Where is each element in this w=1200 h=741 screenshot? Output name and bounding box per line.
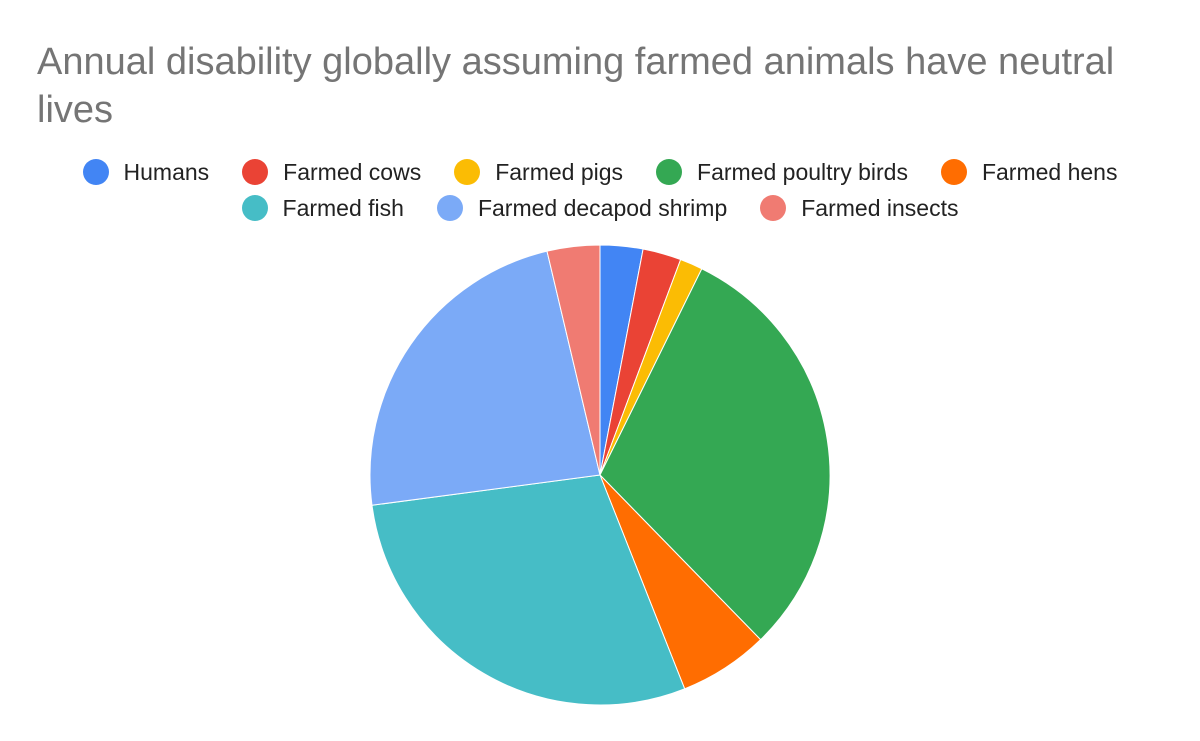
legend-swatch-farmed-cows [242, 159, 269, 185]
chart-title: Annual disability globally assuming farm… [37, 41, 1115, 131]
legend-swatch-farmed-poultry-birds [656, 159, 683, 185]
pie-slice-farmed-decapod-shrimp[interactable] [369, 250, 601, 506]
legend-swatch-farmed-pigs [454, 159, 481, 185]
legend-item-farmed-fish[interactable]: Farmed fish [241, 193, 404, 223]
legend-swatch-farmed-fish [241, 195, 268, 221]
legend-label-farmed-poultry-birds: Farmed poultry birds [697, 158, 908, 185]
legend-swatch-farmed-decapod-shrimp [436, 195, 463, 221]
legend-label-farmed-cows: Farmed cows [283, 158, 422, 185]
legend-item-farmed-insects[interactable]: Farmed insects [760, 193, 958, 223]
legend-item-farmed-decapod-shrimp[interactable]: Farmed decapod shrimp [436, 193, 728, 223]
legend-label-farmed-insects: Farmed insects [801, 194, 959, 221]
chart-legend-row-1: Humans Farmed cows Farmed pigs Farmed po… [0, 157, 1200, 187]
legend-item-farmed-cows[interactable]: Farmed cows [242, 157, 421, 187]
pie-slice-farmed-poultry-birds[interactable] [599, 268, 831, 641]
legend-item-farmed-hens[interactable]: Farmed hens [940, 157, 1118, 187]
pie-slice-farmed-insects[interactable] [546, 244, 601, 476]
legend-label-farmed-pigs: Farmed pigs [495, 158, 624, 185]
legend-swatch-farmed-insects [760, 195, 787, 221]
legend-item-farmed-pigs[interactable]: Farmed pigs [454, 157, 623, 187]
legend-label-farmed-fish: Farmed fish [282, 194, 404, 221]
pie-slice-farmed-fish[interactable] [371, 474, 686, 706]
legend-label-farmed-decapod-shrimp: Farmed decapod shrimp [477, 194, 728, 221]
legend-item-farmed-poultry-birds[interactable]: Farmed poultry birds [656, 157, 908, 187]
legend-swatch-humans [82, 159, 109, 185]
chart-legend-row-2: Farmed fish Farmed decapod shrimp Farmed… [0, 193, 1200, 223]
legend-swatch-farmed-hens [940, 159, 967, 185]
legend-label-farmed-hens: Farmed hens [981, 158, 1118, 185]
legend-item-humans[interactable]: Humans [82, 157, 210, 187]
legend-label-humans: Humans [123, 158, 210, 185]
